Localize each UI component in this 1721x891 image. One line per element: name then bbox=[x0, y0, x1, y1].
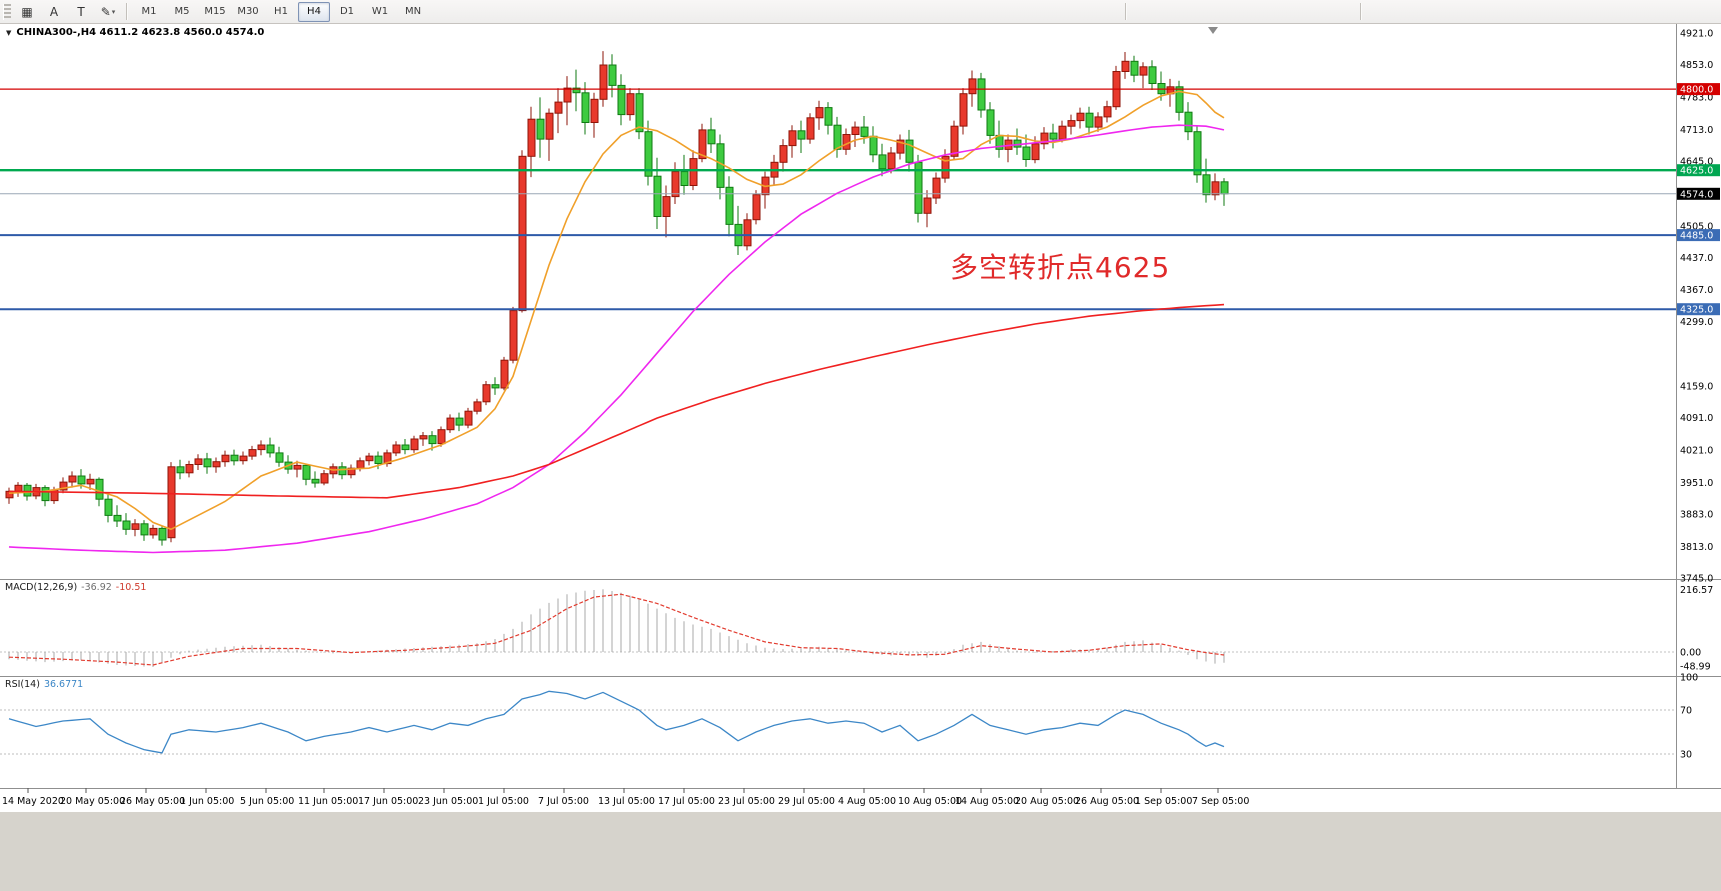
time-label: 11 Jun 05:00 bbox=[298, 796, 358, 807]
price-tick: 3951.0 bbox=[1680, 478, 1713, 489]
toolbar-separator bbox=[1125, 3, 1127, 20]
price-tick: 4367.0 bbox=[1680, 285, 1713, 296]
price-tick: 4021.0 bbox=[1680, 446, 1713, 457]
time-label: 7 Jul 05:00 bbox=[538, 796, 589, 807]
chart-canvas[interactable]: 4921.0 4853.0 4783.0 4713.0 4645.0 4505.0 4437… bbox=[0, 24, 1721, 891]
price-tick: 4091.0 bbox=[1680, 413, 1713, 424]
rsi-axis-tick: 30 bbox=[1680, 750, 1692, 761]
timeframe-w1[interactable]: W1 bbox=[371, 6, 389, 17]
time-label: 13 Jul 05:00 bbox=[598, 796, 655, 807]
price-tick: 4921.0 bbox=[1680, 29, 1713, 40]
time-label: 7 Sep 05:00 bbox=[1192, 796, 1249, 807]
candlestick-series bbox=[5, 51, 1229, 546]
time-label: 5 Jun 05:00 bbox=[240, 796, 294, 807]
time-label: 17 Jun 05:00 bbox=[358, 796, 418, 807]
time-label: 1 Jun 05:00 bbox=[180, 796, 234, 807]
chart-area[interactable]: 4921.0 4853.0 4783.0 4713.0 4645.0 4505.0 4437… bbox=[0, 24, 1721, 891]
timeframe-button-group: M1 M5 M15 M30 H1 H4 D1 W1 MN bbox=[133, 1, 429, 22]
macd-axis-tick: -48.99 bbox=[1680, 662, 1711, 673]
time-label: 4 Aug 05:00 bbox=[838, 796, 896, 807]
price-label-4574: 4574.0 bbox=[1680, 189, 1713, 200]
ma-line-medium-magenta bbox=[8, 124, 1225, 554]
timeframe-m15[interactable]: M15 bbox=[204, 6, 226, 17]
time-label: 29 Jul 05:00 bbox=[778, 796, 835, 807]
toolbar-left-icon-group: ▦ A T ✎ ▾ bbox=[14, 1, 121, 22]
macd-axis-tick: 0.00 bbox=[1680, 648, 1701, 659]
price-label-4625: 4625.0 bbox=[1680, 166, 1713, 177]
time-label: 17 Jul 05:00 bbox=[658, 796, 715, 807]
ma-line-fast-orange bbox=[8, 90, 1225, 531]
time-label: 14 May 2020 bbox=[2, 796, 64, 807]
price-label-4800: 4800.0 bbox=[1680, 85, 1713, 96]
timeframe-m30[interactable]: M30 bbox=[237, 6, 259, 17]
text-annotation-icon[interactable]: A bbox=[49, 4, 59, 19]
empty-workspace-area bbox=[0, 812, 1721, 891]
timeframe-m1[interactable]: M1 bbox=[141, 6, 157, 17]
rsi-axis-tick: 70 bbox=[1680, 706, 1692, 717]
time-label: 26 May 05:00 bbox=[120, 796, 185, 807]
price-axis: 4921.0 4853.0 4783.0 4713.0 4645.0 4505.0 4437… bbox=[1680, 29, 1713, 585]
chart-background bbox=[0, 24, 1721, 891]
macd-signal-line bbox=[8, 593, 1225, 666]
drawing-tools-icon[interactable]: ✎ ▾ bbox=[100, 4, 116, 19]
toolbar-grip-handle[interactable] bbox=[3, 3, 11, 20]
time-label: 14 Aug 05:00 bbox=[955, 796, 1019, 807]
price-label-badge bbox=[1677, 83, 1720, 96]
dropdown-caret-icon: ▾ bbox=[111, 7, 116, 16]
price-tick: 4437.0 bbox=[1680, 253, 1713, 264]
time-label: 1 Sep 05:00 bbox=[1135, 796, 1192, 807]
timeframe-m5[interactable]: M5 bbox=[174, 6, 190, 17]
price-label-4325: 4325.0 bbox=[1680, 305, 1713, 316]
price-tick: 4783.0 bbox=[1680, 93, 1713, 104]
timeframe-d1[interactable]: D1 bbox=[339, 6, 355, 17]
toolbar-separator bbox=[1360, 3, 1362, 20]
time-label: 10 Aug 05:00 bbox=[898, 796, 962, 807]
rsi-line bbox=[8, 690, 1225, 754]
price-tick: 3813.0 bbox=[1680, 542, 1713, 553]
timeframe-mn[interactable]: MN bbox=[404, 6, 422, 17]
price-label-4485: 4485.0 bbox=[1680, 231, 1713, 242]
price-tick: 4853.0 bbox=[1680, 60, 1713, 71]
toolbar-separator bbox=[126, 3, 128, 20]
timeframe-h1[interactable]: H1 bbox=[274, 6, 288, 17]
price-tick: 4159.0 bbox=[1680, 382, 1713, 393]
time-label: 26 Aug 05:00 bbox=[1075, 796, 1139, 807]
price-tick: 4713.0 bbox=[1680, 125, 1713, 136]
price-label-badge bbox=[1677, 229, 1720, 242]
toolbar: ▦ A T ✎ ▾ M1 M5 M15 M30 H1 H4 D1 W1 MN bbox=[0, 0, 1721, 24]
charts-tile-icon[interactable]: ▦ bbox=[21, 4, 33, 19]
time-label: 20 May 05:00 bbox=[60, 796, 125, 807]
macd-axis-tick: 216.57 bbox=[1680, 585, 1713, 596]
price-tick: 4505.0 bbox=[1680, 221, 1713, 232]
time-label: 23 Jul 05:00 bbox=[718, 796, 775, 807]
price-tick: 4645.0 bbox=[1680, 156, 1713, 167]
chart-shift-marker[interactable] bbox=[1208, 27, 1218, 34]
rsi-axis-tick: 100 bbox=[1680, 673, 1698, 684]
time-label: 20 Aug 05:00 bbox=[1015, 796, 1079, 807]
price-label-badge bbox=[1677, 303, 1720, 316]
price-label-badge bbox=[1677, 164, 1720, 177]
time-label: 1 Jul 05:00 bbox=[478, 796, 529, 807]
time-label: 23 Jun 05:00 bbox=[418, 796, 478, 807]
text-box-icon[interactable]: T bbox=[77, 4, 85, 19]
price-tick: 3745.0 bbox=[1680, 574, 1713, 585]
timeframe-h4[interactable]: H4 bbox=[298, 1, 330, 22]
price-tick: 4299.0 bbox=[1680, 317, 1713, 328]
price-tick: 3883.0 bbox=[1680, 510, 1713, 521]
ma-line-slow-red bbox=[8, 303, 1225, 499]
price-label-badge bbox=[1677, 187, 1720, 200]
